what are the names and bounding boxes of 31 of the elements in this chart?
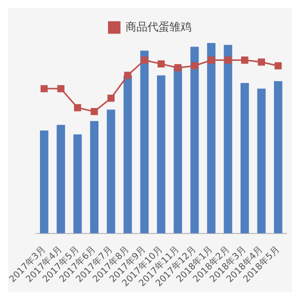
bar	[224, 44, 232, 234]
bar	[40, 130, 48, 234]
legend-label: 商品代蛋雏鸡	[125, 20, 192, 34]
bar	[90, 121, 98, 234]
bar	[56, 124, 66, 234]
point	[140, 56, 148, 64]
point	[90, 108, 98, 116]
point	[208, 56, 215, 64]
point	[57, 85, 64, 92]
bar	[274, 81, 282, 234]
bar	[207, 43, 216, 234]
point	[107, 94, 115, 102]
bar	[190, 46, 199, 234]
point	[258, 58, 266, 66]
bar	[174, 66, 182, 234]
bar	[106, 110, 116, 234]
bar	[240, 82, 249, 234]
point	[274, 62, 282, 70]
point	[74, 104, 82, 112]
point	[124, 72, 132, 79]
bar	[140, 50, 149, 234]
point	[40, 85, 48, 92]
point	[158, 60, 165, 68]
bar	[156, 75, 166, 234]
bar	[257, 88, 266, 234]
point	[224, 56, 232, 64]
bar	[73, 134, 82, 234]
bar	[124, 75, 132, 234]
point	[241, 56, 248, 64]
point	[191, 62, 198, 70]
point	[174, 64, 182, 72]
